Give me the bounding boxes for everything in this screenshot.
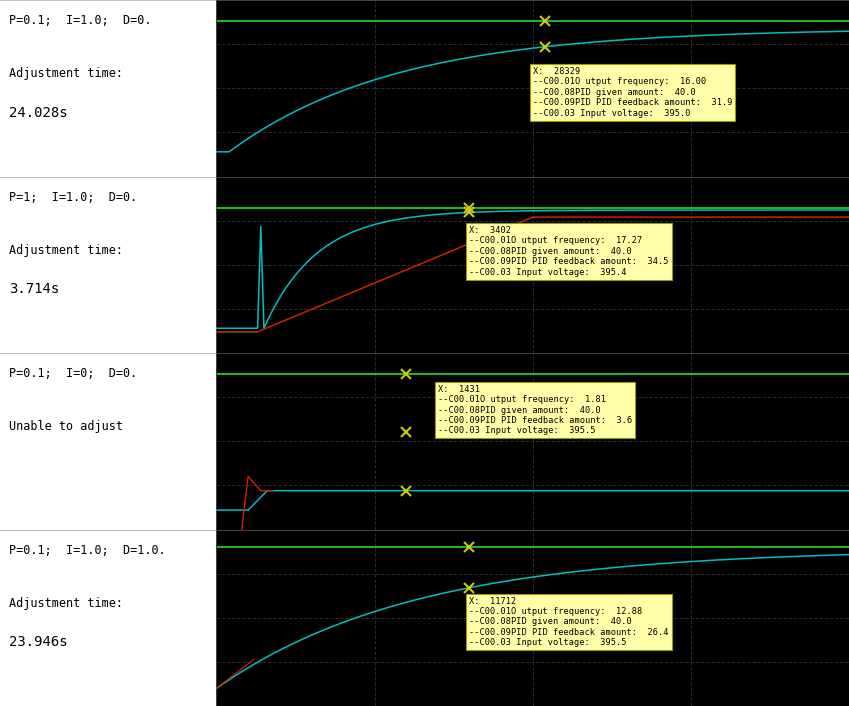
Text: P=0.1;  I=0;  D=0.: P=0.1; I=0; D=0.: [8, 367, 137, 380]
Text: Adjustment time:: Adjustment time:: [8, 244, 122, 256]
Text: X:  28329
--C00.01O utput frequency:  16.00
--C00.08PID given amount:  40.0
--C0: X: 28329 --C00.01O utput frequency: 16.0…: [532, 67, 732, 118]
Text: Unable to adjust: Unable to adjust: [8, 420, 122, 433]
Text: Adjustment time:: Adjustment time:: [8, 67, 122, 80]
Text: X:  3402
--C00.01O utput frequency:  17.27
--C00.08PID given amount:  40.0
--C00: X: 3402 --C00.01O utput frequency: 17.27…: [469, 226, 669, 277]
Text: 3.714s: 3.714s: [8, 282, 59, 297]
Text: X:  11712
--C00.01O utput frequency:  12.88
--C00.08PID given amount:  40.0
--C0: X: 11712 --C00.01O utput frequency: 12.8…: [469, 597, 669, 647]
Text: 24.028s: 24.028s: [8, 106, 67, 120]
Text: P=1;  I=1.0;  D=0.: P=1; I=1.0; D=0.: [8, 191, 137, 203]
Text: X:  1431
--C00.01O utput frequency:  1.81
--C00.08PID given amount:  40.0
--C00.: X: 1431 --C00.01O utput frequency: 1.81 …: [438, 385, 633, 436]
Text: Adjustment time:: Adjustment time:: [8, 597, 122, 609]
Text: P=0.1;  I=1.0;  D=1.0.: P=0.1; I=1.0; D=1.0.: [8, 544, 166, 556]
Text: 23.946s: 23.946s: [8, 635, 67, 650]
Text: P=0.1;  I=1.0;  D=0.: P=0.1; I=1.0; D=0.: [8, 14, 151, 27]
